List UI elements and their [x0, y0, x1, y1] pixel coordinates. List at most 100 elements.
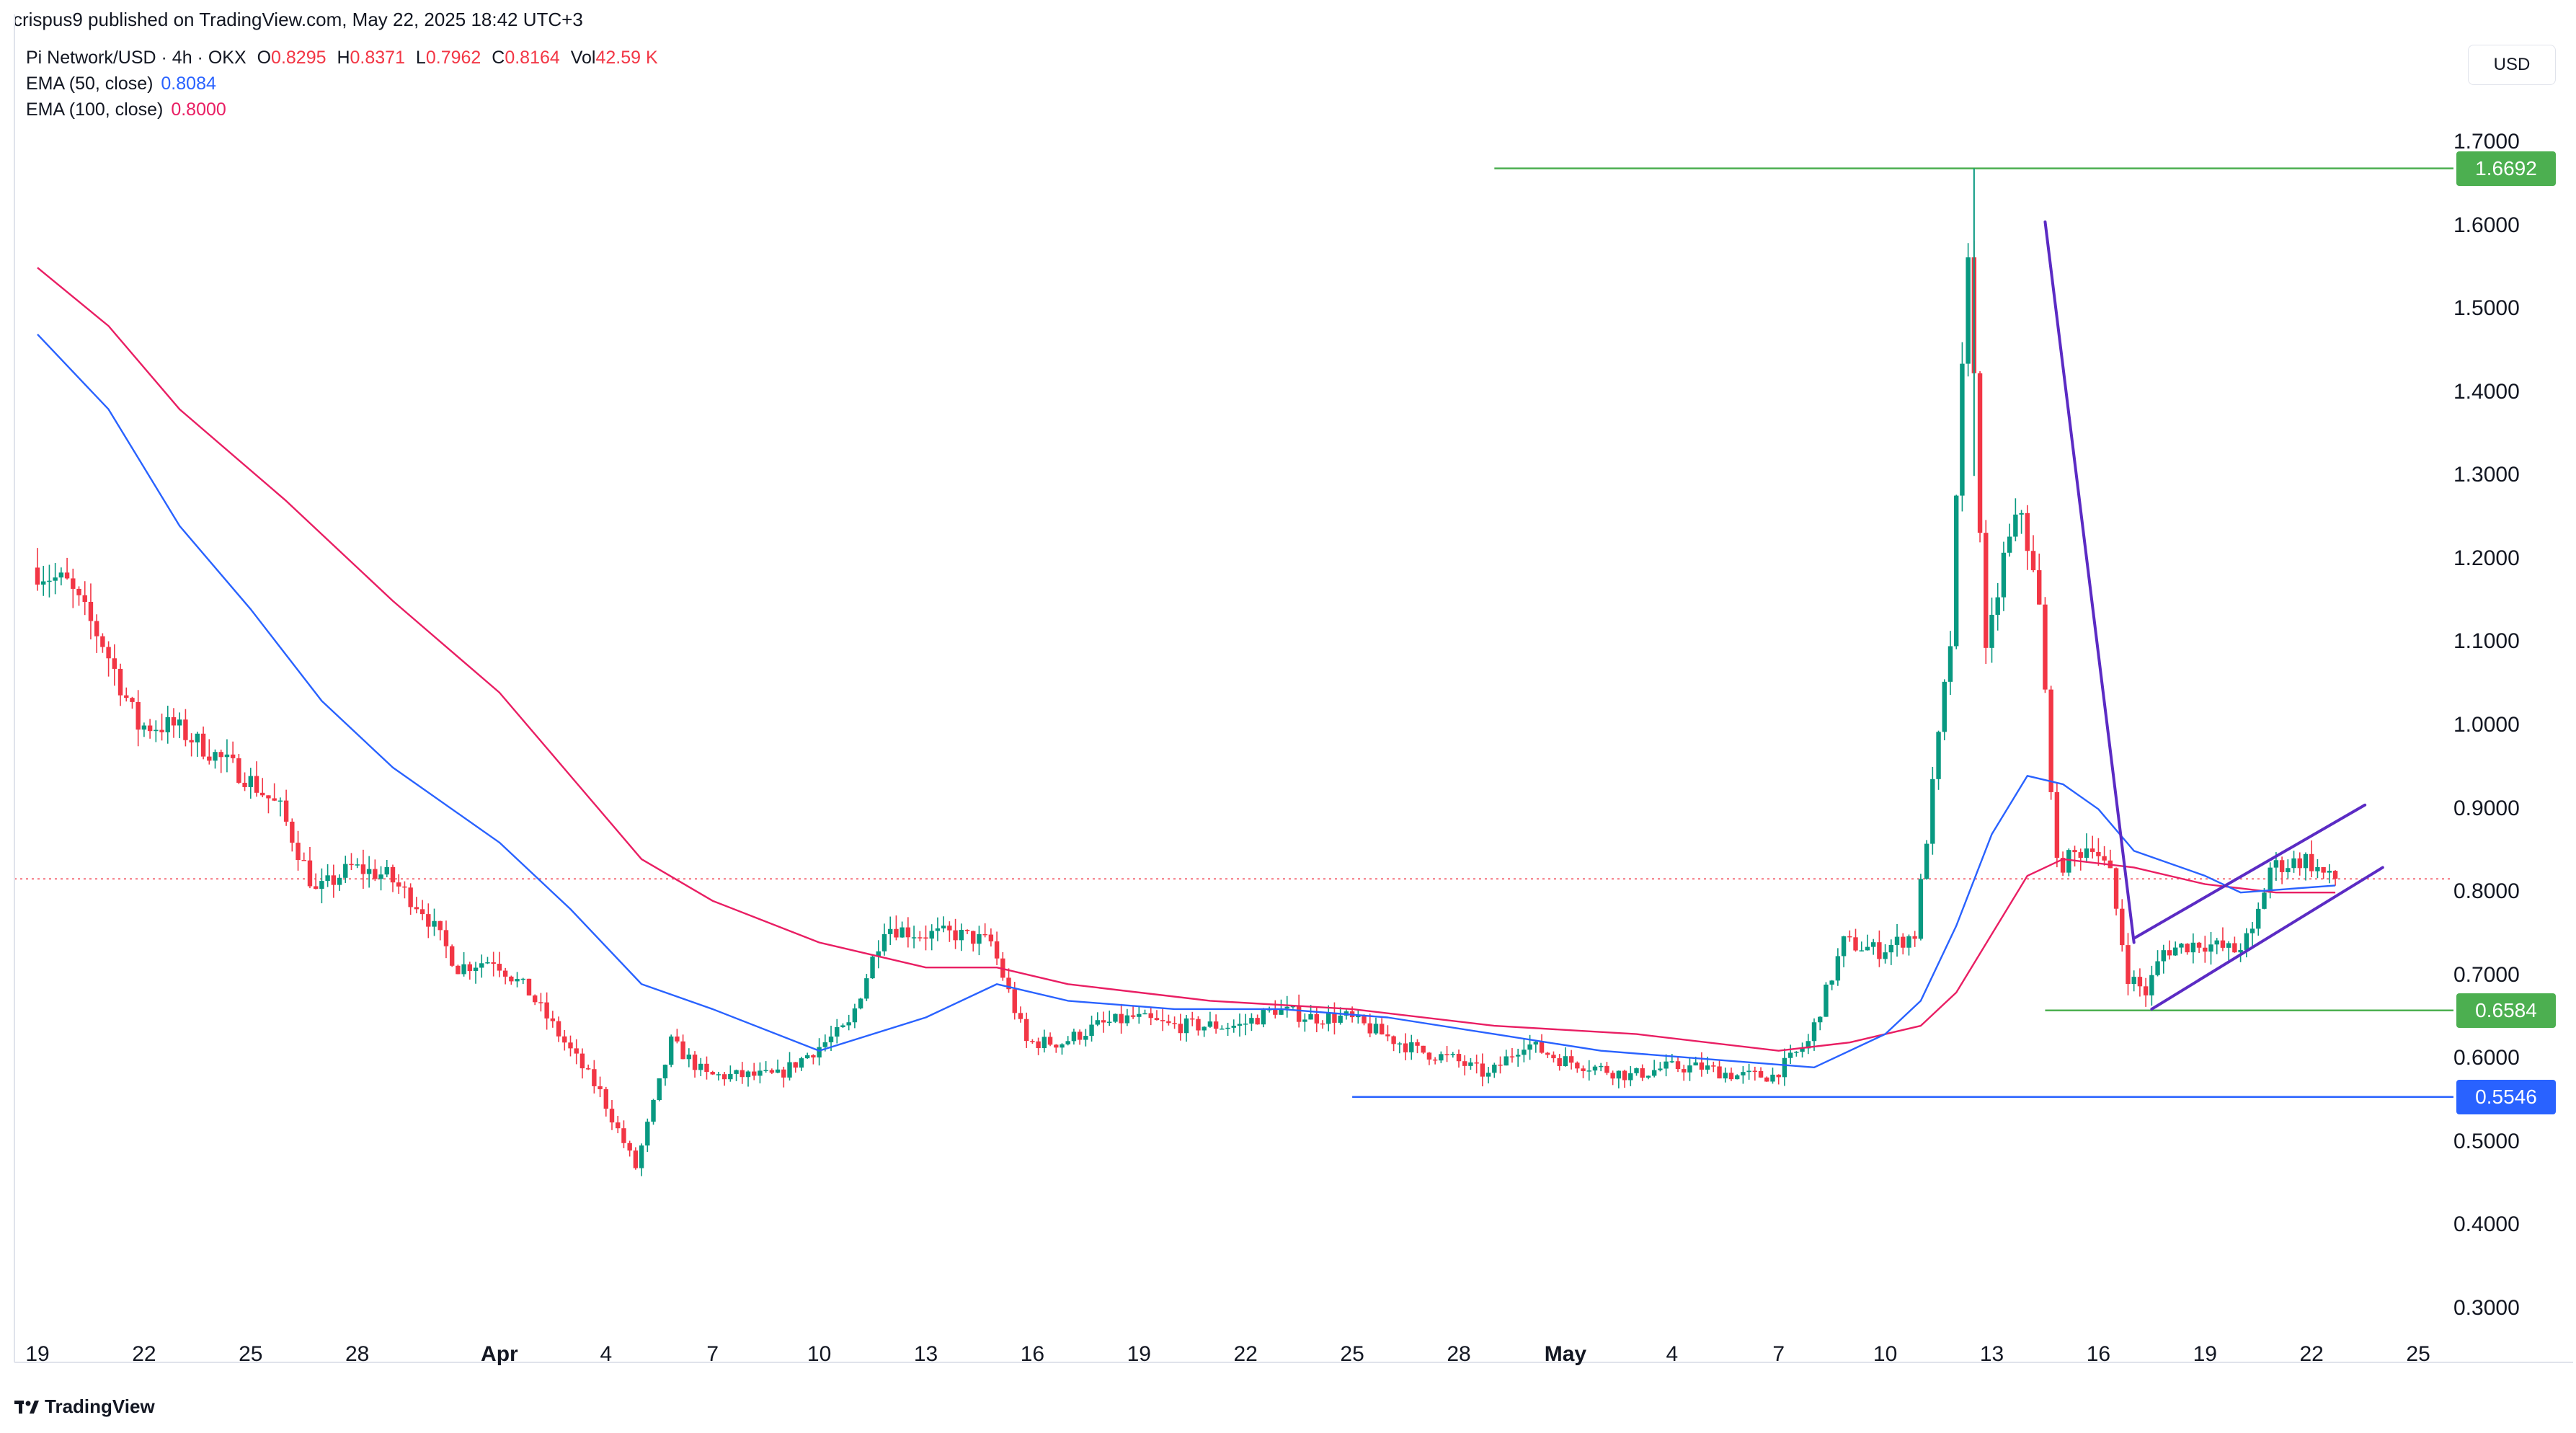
candle-body — [1018, 1013, 1023, 1019]
candle-down — [94, 614, 99, 653]
candle-down — [1545, 1052, 1550, 1058]
candle-up — [1083, 1029, 1088, 1047]
candle-body — [1551, 1055, 1556, 1059]
candle-down — [349, 853, 354, 871]
candle-down — [1367, 1013, 1372, 1037]
y-tick-label: 1.5000 — [2453, 296, 2520, 321]
candle-up — [1225, 1022, 1230, 1037]
candle-body — [1485, 1073, 1491, 1077]
candle-down — [2297, 852, 2302, 876]
candle-up — [1439, 1051, 1444, 1063]
candle-down — [1018, 1006, 1023, 1023]
candle-up — [1954, 494, 1959, 649]
candle-body — [2066, 850, 2071, 873]
candle-body — [485, 962, 490, 964]
tradingview-brand[interactable]: TradingView — [14, 1396, 155, 1418]
candle-body — [1651, 1070, 1657, 1076]
candle-body — [1284, 1006, 1289, 1009]
candle-body — [177, 719, 182, 726]
candle-down — [1030, 1039, 1035, 1044]
candle-body — [1806, 1041, 1811, 1049]
candle-body — [2291, 858, 2296, 869]
candle-up — [911, 926, 917, 949]
candle-up — [1883, 944, 1888, 964]
candle-up — [1338, 1007, 1343, 1025]
candle-body — [864, 978, 869, 999]
candle-body — [1717, 1066, 1722, 1079]
candle-up — [1113, 1013, 1118, 1024]
legend-ema50-row[interactable]: EMA (50, close) 0.8084 — [26, 74, 216, 94]
candle-body — [2244, 933, 2249, 950]
candle-down — [426, 903, 431, 939]
candle-body — [1030, 1041, 1035, 1042]
candle-down — [2220, 927, 2226, 951]
candle-up — [1741, 1066, 1746, 1084]
candle-down — [296, 830, 301, 871]
symbol-label[interactable]: Pi Network/USD · 4h · OKX — [26, 48, 247, 68]
legend-ema100-row[interactable]: EMA (100, close) 0.8000 — [26, 99, 226, 120]
candle-body — [154, 729, 159, 732]
candle-up — [1770, 1068, 1775, 1084]
candle-body — [977, 933, 982, 944]
candle-down — [1682, 1065, 1687, 1081]
ema50-line — [37, 333, 2336, 1069]
candle-body — [1426, 1052, 1432, 1060]
candle-down — [467, 962, 473, 980]
currency-button[interactable]: USD — [2468, 45, 2556, 85]
candle-body — [301, 860, 306, 861]
candle-body — [1279, 1008, 1284, 1015]
candle-down — [124, 687, 129, 702]
candle-up — [1065, 1036, 1070, 1046]
candle-body — [811, 1055, 816, 1057]
candle-body — [1800, 1048, 1805, 1052]
candle-up — [870, 954, 875, 980]
candle-body — [136, 701, 141, 730]
ema50-value: 0.8084 — [161, 74, 216, 94]
candle-up — [1888, 939, 1894, 965]
candle-body — [384, 866, 389, 875]
candle-body — [1664, 1061, 1669, 1069]
candle-body — [752, 1071, 757, 1076]
candle-body — [1752, 1070, 1758, 1073]
candle-up — [1095, 1012, 1100, 1026]
candle-body — [390, 866, 396, 883]
candle-down — [2196, 941, 2202, 953]
candle-up — [355, 858, 360, 869]
candle-body — [2262, 892, 2267, 909]
candle-up — [1261, 1008, 1266, 1028]
candle-body — [195, 733, 200, 742]
tradingview-logo-icon — [14, 1401, 39, 1414]
candle-body — [2161, 950, 2166, 962]
candle-body — [1824, 984, 1829, 1017]
candle-down — [290, 818, 295, 852]
candle-body — [1592, 1066, 1598, 1071]
candle-down — [130, 696, 135, 709]
candle-up — [1806, 1034, 1811, 1055]
x-tick-label: 28 — [345, 1342, 370, 1366]
candle-body — [2060, 858, 2066, 873]
candle-up — [224, 739, 230, 773]
candle-body — [1522, 1050, 1527, 1055]
candle-body — [419, 909, 425, 915]
candle-down — [1568, 1050, 1574, 1070]
candle-body — [1901, 936, 1906, 948]
candle-up — [1302, 1013, 1307, 1032]
candle-up — [799, 1056, 804, 1071]
candle-body — [2279, 860, 2285, 872]
candle-down — [283, 789, 289, 826]
candle-up — [343, 856, 348, 884]
trendlines — [2043, 220, 2384, 1011]
candle-body — [1231, 1025, 1236, 1028]
candle-body — [1936, 732, 1941, 779]
candle-up — [2173, 941, 2178, 957]
candle-down — [2279, 856, 2285, 884]
candle-up — [876, 940, 881, 969]
candle-down — [390, 864, 396, 892]
published-caption: crispus9 published on TradingView.com, M… — [13, 9, 583, 30]
candle-body — [2321, 866, 2326, 873]
candle-body — [1255, 1018, 1260, 1025]
candle-up — [1829, 980, 1834, 990]
candle-body — [1160, 1020, 1165, 1021]
candle-up — [141, 722, 147, 737]
